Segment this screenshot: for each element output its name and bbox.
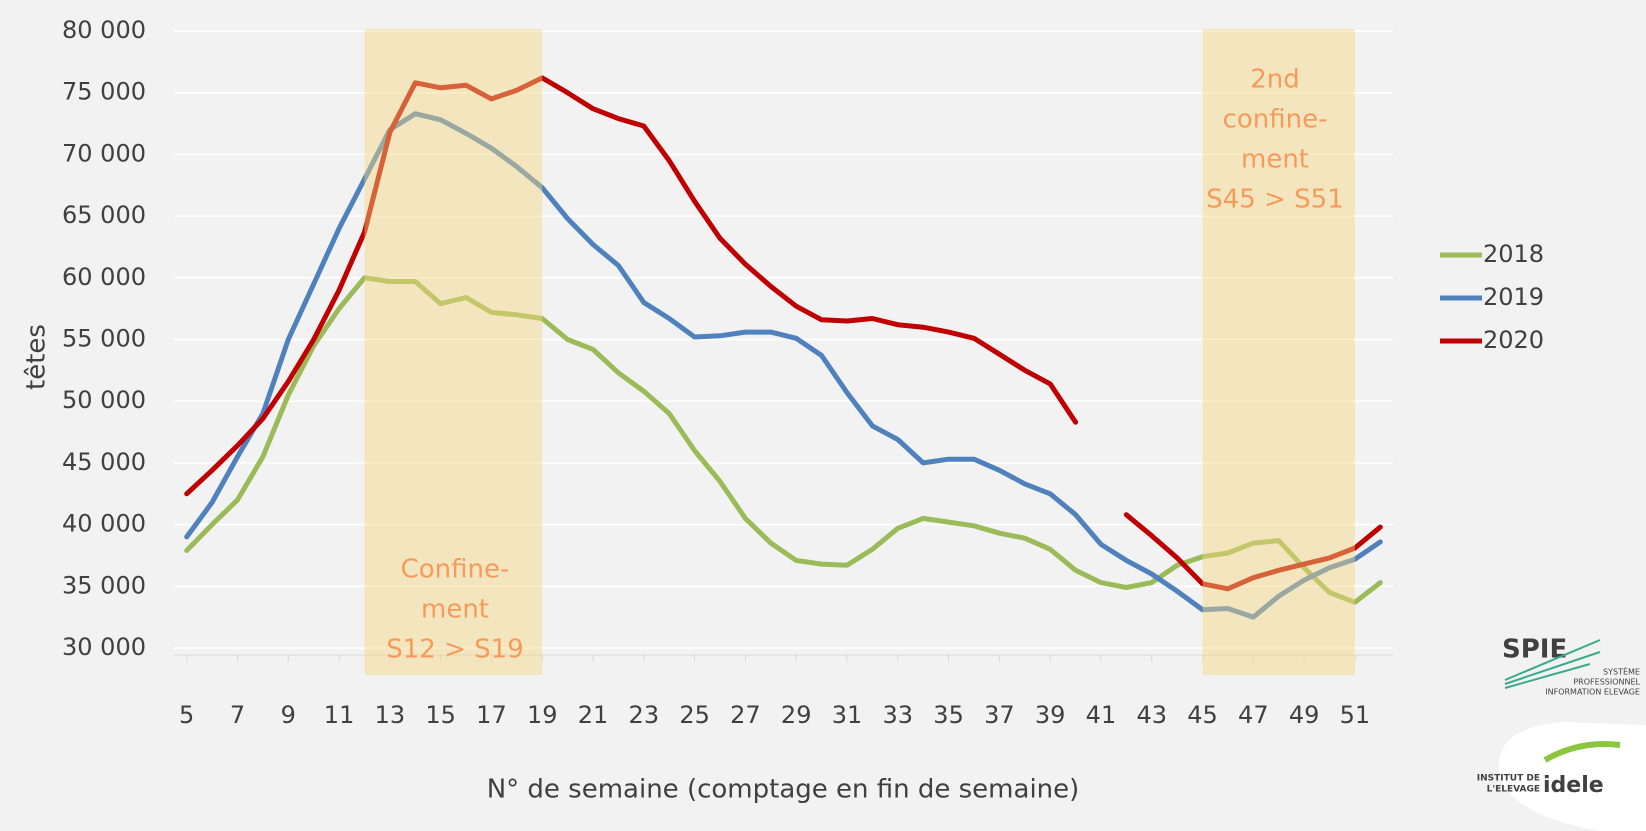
x-tick-label: 19: [527, 701, 558, 729]
idele-caption: INSTITUT DE: [1477, 774, 1540, 784]
x-tick-label: 25: [679, 701, 710, 729]
x-tick-label: 11: [324, 701, 355, 729]
x-axis-title: N° de semaine (comptage en fin de semain…: [487, 775, 1080, 805]
x-tick-label: 37: [984, 701, 1015, 729]
y-tick-label: 75 000: [62, 78, 146, 106]
spie-caption: SYSTÈME: [1603, 666, 1640, 677]
x-tick-label: 9: [281, 701, 296, 729]
x-tick-label: 5: [179, 701, 194, 729]
x-tick-label: 21: [578, 701, 609, 729]
idele-emblem: [1543, 741, 1621, 763]
annotation: ment: [421, 595, 489, 625]
spie-caption: INFORMATION ELEVAGE: [1545, 688, 1640, 697]
x-tick-label: 15: [425, 701, 456, 729]
spie-logo: SPIE: [1502, 635, 1567, 665]
spie-emblem: [1504, 639, 1601, 689]
x-tick-label: 51: [1340, 701, 1371, 729]
shaded-period: [364, 29, 543, 675]
x-tick-label: 39: [1035, 701, 1066, 729]
annotation: confine-: [1223, 105, 1328, 135]
legend-label: 2019: [1483, 283, 1544, 311]
annotation: Confine-: [401, 555, 510, 585]
y-tick-label: 40 000: [62, 510, 146, 538]
x-tick-label: 41: [1086, 701, 1117, 729]
x-tick-label: 33: [883, 701, 914, 729]
x-tick-label: 23: [629, 701, 660, 729]
annotation: S45 > S51: [1206, 185, 1344, 215]
y-tick-label: 70 000: [62, 139, 146, 167]
y-tick-label: 60 000: [62, 263, 146, 291]
x-tick-label: 47: [1238, 701, 1269, 729]
y-tick-label: 80 000: [62, 16, 146, 44]
idele-logo: idele: [1543, 773, 1604, 798]
x-tick-label: 27: [730, 701, 761, 729]
x-tick-label: 13: [375, 701, 406, 729]
logo-backdrop: [1498, 722, 1646, 831]
annotation: S12 > S19: [386, 635, 524, 665]
x-tick-label: 29: [781, 701, 812, 729]
y-tick-label: 45 000: [62, 448, 146, 476]
x-tick-label: 45: [1187, 701, 1218, 729]
spie-caption: PROFESSIONNEL: [1573, 678, 1640, 687]
idele-caption: L'ELEVAGE: [1487, 785, 1540, 795]
legend-label: 2018: [1483, 240, 1544, 268]
y-tick-label: 55 000: [62, 325, 146, 353]
series-line: [184, 111, 1383, 620]
x-tick-label: 35: [933, 701, 964, 729]
y-axis-title: têtes: [22, 324, 52, 390]
legend-label: 2020: [1483, 326, 1544, 354]
x-tick-label: 49: [1289, 701, 1320, 729]
x-tick-label: 43: [1136, 701, 1167, 729]
y-tick-label: 65 000: [62, 201, 146, 229]
shaded-period: [1202, 29, 1355, 675]
annotation: 2nd: [1250, 65, 1300, 95]
annotation: ment: [1241, 145, 1309, 175]
x-tick-label: 31: [832, 701, 863, 729]
y-tick-label: 50 000: [62, 386, 146, 414]
y-tick-label: 35 000: [62, 571, 146, 599]
y-tick-label: 30 000: [62, 633, 146, 661]
series-line: [184, 75, 1383, 592]
x-tick-label: 7: [230, 701, 245, 729]
x-tick-label: 17: [476, 701, 507, 729]
